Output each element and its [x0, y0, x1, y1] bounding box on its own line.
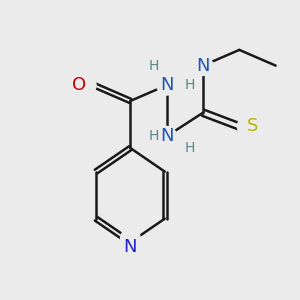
Circle shape — [142, 129, 156, 143]
Text: N: N — [160, 76, 173, 94]
Text: H: H — [149, 58, 159, 73]
Circle shape — [178, 141, 191, 155]
Text: H: H — [184, 141, 195, 155]
Circle shape — [178, 78, 191, 92]
Circle shape — [157, 75, 176, 95]
Text: N: N — [124, 238, 137, 256]
Text: H: H — [184, 78, 195, 92]
Text: H: H — [149, 129, 159, 143]
Circle shape — [193, 56, 213, 75]
Circle shape — [142, 59, 156, 73]
Text: S: S — [247, 117, 259, 135]
Text: N: N — [196, 57, 210, 75]
Circle shape — [121, 229, 140, 248]
Text: O: O — [72, 76, 86, 94]
Text: N: N — [160, 127, 173, 145]
Circle shape — [157, 126, 176, 146]
Circle shape — [76, 75, 96, 95]
Circle shape — [237, 117, 257, 136]
